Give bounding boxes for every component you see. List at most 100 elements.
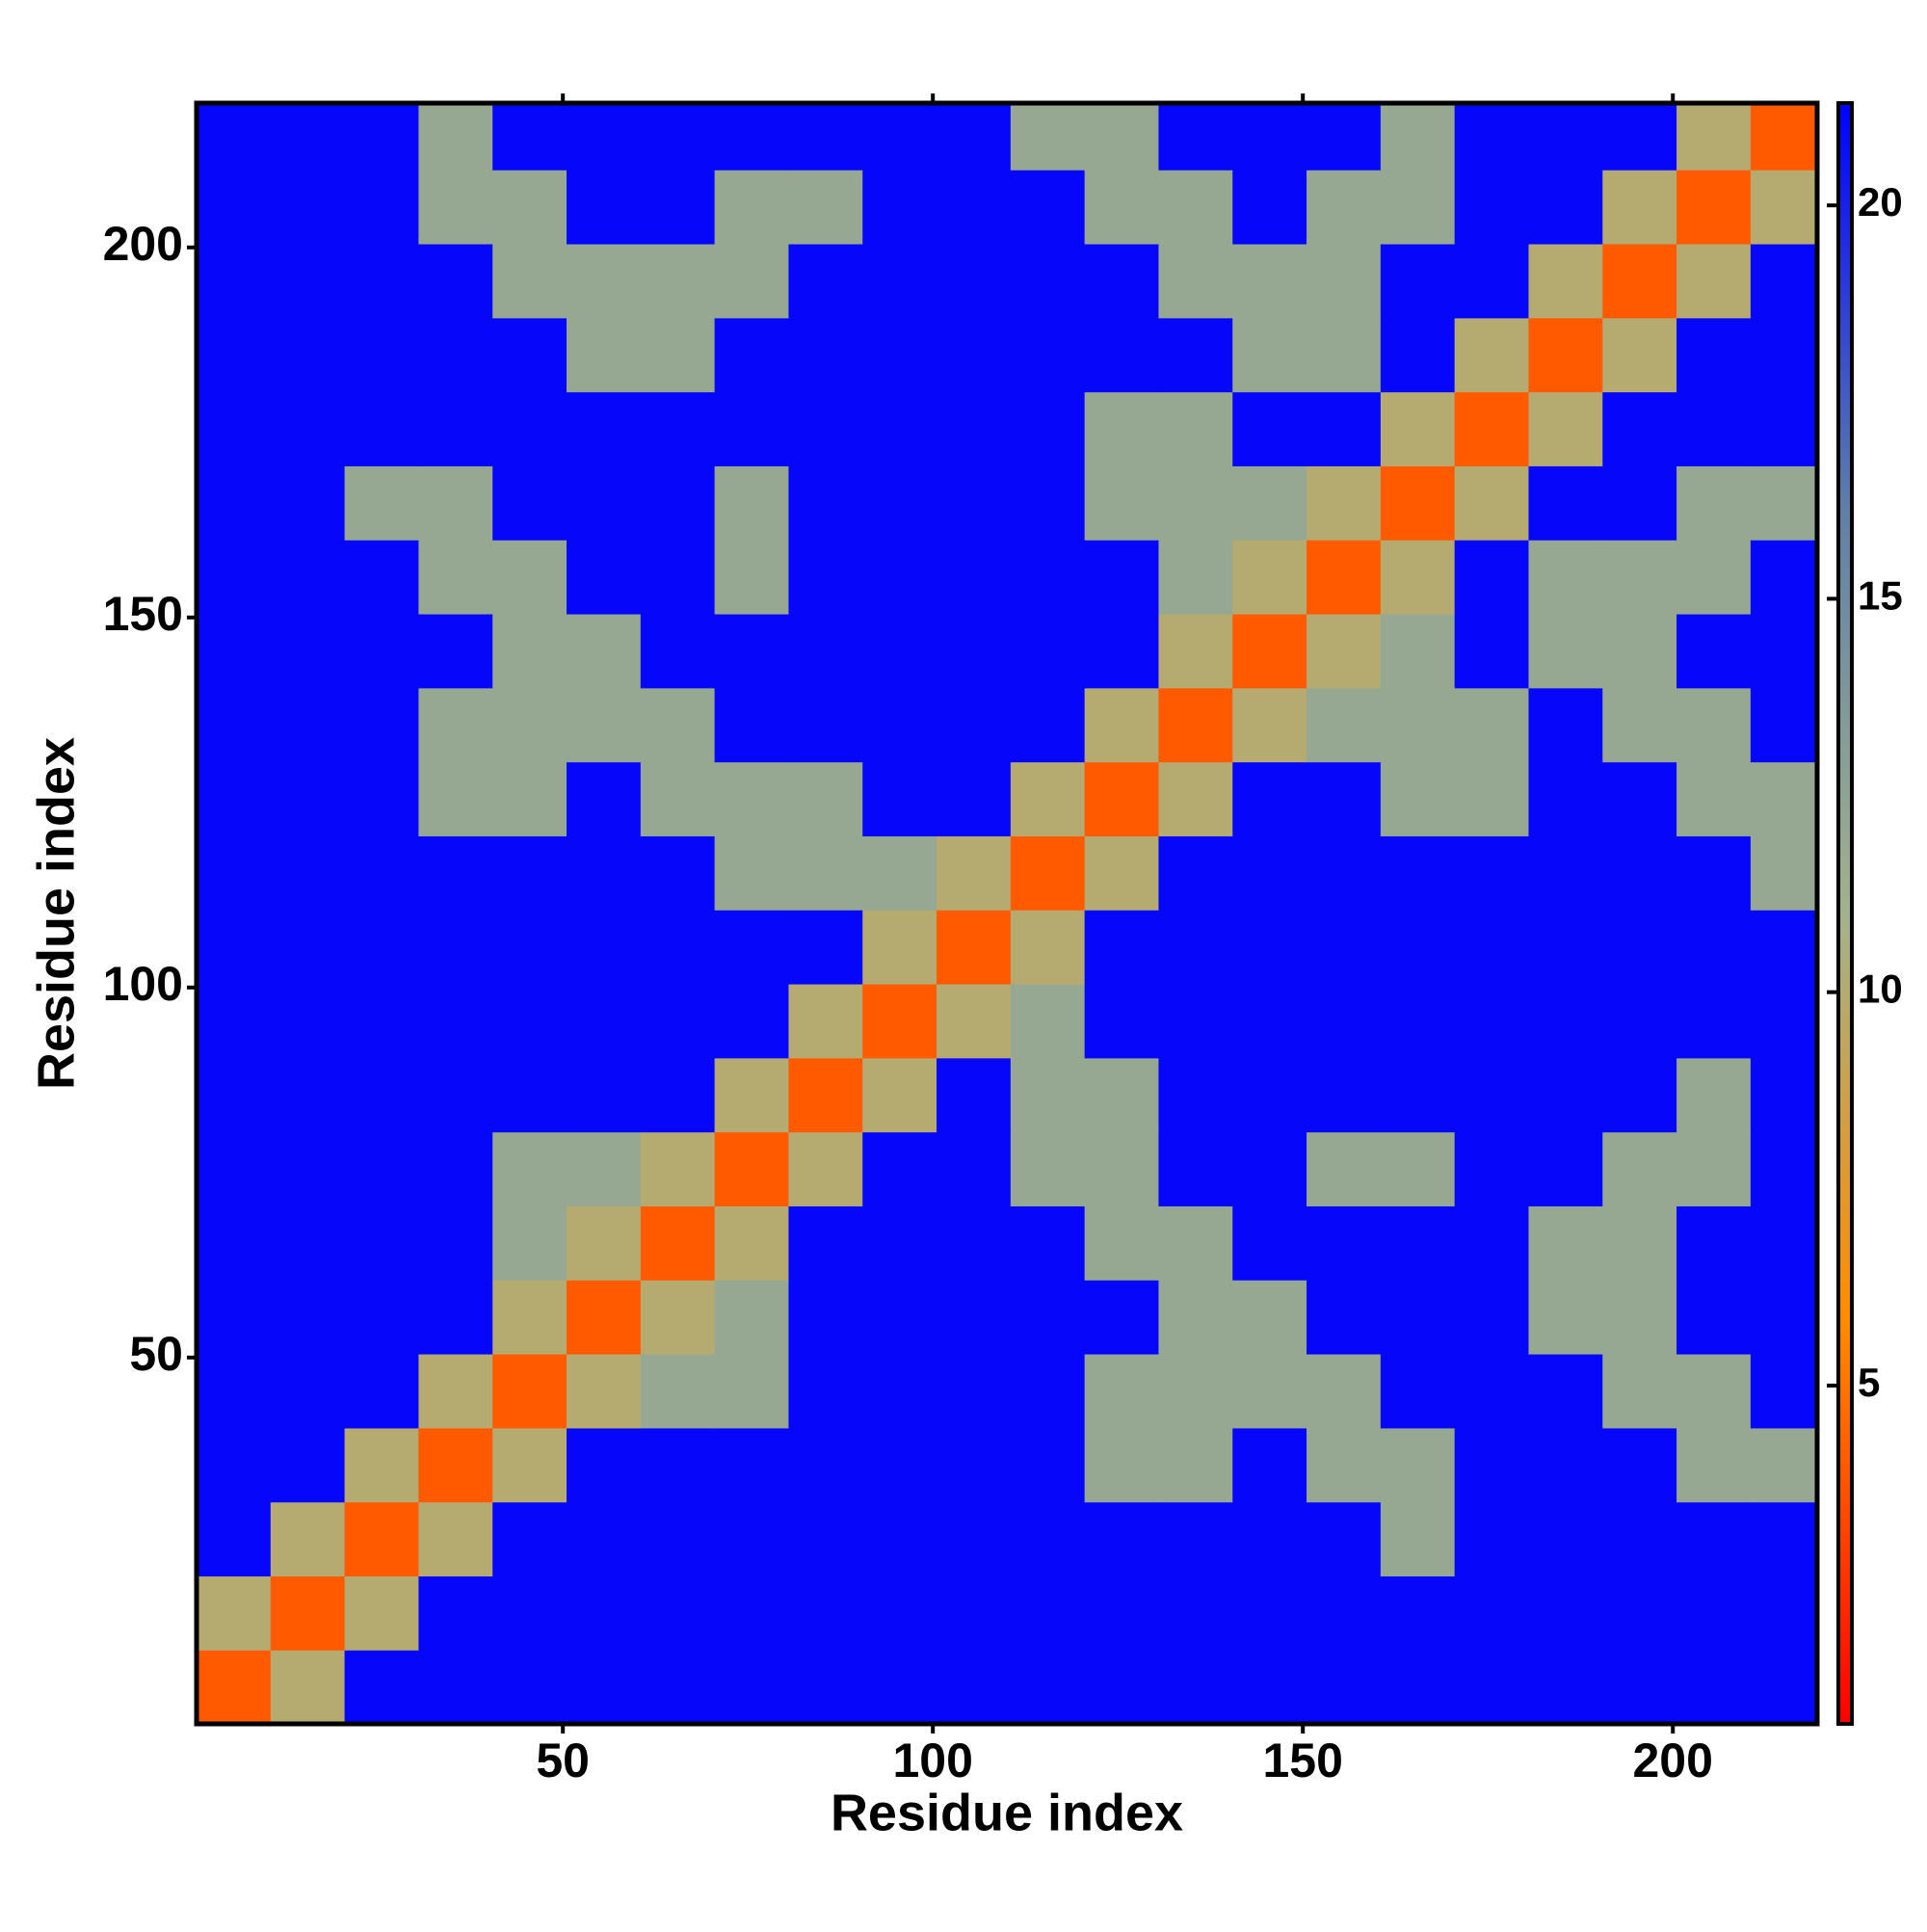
heatmap-cell bbox=[862, 465, 937, 541]
heatmap-cell bbox=[1750, 1427, 1818, 1503]
heatmap-cell bbox=[1380, 613, 1456, 689]
heatmap-cell bbox=[1454, 317, 1530, 393]
heatmap-cell bbox=[1750, 1353, 1818, 1429]
heatmap-cell bbox=[344, 1501, 420, 1576]
heatmap-cell bbox=[1010, 1280, 1086, 1355]
heatmap-cell bbox=[1380, 1057, 1456, 1133]
x-tick-label: 200 bbox=[1633, 1734, 1713, 1787]
heatmap-cell bbox=[788, 1650, 863, 1725]
heatmap-cell bbox=[937, 1650, 1012, 1725]
heatmap-cell bbox=[937, 1205, 1012, 1281]
heatmap-cell bbox=[714, 1057, 790, 1133]
heatmap-cell bbox=[1528, 1057, 1603, 1133]
heatmap-cell bbox=[788, 910, 863, 985]
heatmap-cell bbox=[1602, 1057, 1677, 1133]
heatmap-cell bbox=[862, 983, 937, 1059]
heatmap-cell bbox=[1010, 761, 1086, 836]
heatmap-cell bbox=[714, 835, 790, 911]
heatmap-cell bbox=[344, 1353, 420, 1429]
heatmap-cell bbox=[197, 687, 272, 763]
heatmap-cell bbox=[1232, 1353, 1307, 1429]
heatmap-cell bbox=[788, 1131, 863, 1206]
heatmap-cell bbox=[1084, 613, 1160, 689]
heatmap-cell bbox=[1010, 1650, 1086, 1725]
heatmap-cell bbox=[640, 317, 716, 393]
heatmap-cell bbox=[492, 835, 568, 911]
heatmap-cell bbox=[418, 1280, 493, 1355]
heatmap-cell bbox=[567, 1575, 642, 1651]
heatmap-cell bbox=[640, 1427, 716, 1503]
heatmap-cell bbox=[1602, 317, 1677, 393]
heatmap-cell bbox=[1454, 1057, 1530, 1133]
heatmap-cell bbox=[492, 1205, 568, 1281]
heatmap-cell bbox=[1676, 1353, 1752, 1429]
heatmap-cell bbox=[1750, 1575, 1818, 1651]
heatmap-cell bbox=[862, 1427, 937, 1503]
heatmap-cell bbox=[862, 170, 937, 245]
heatmap-cell bbox=[714, 1575, 790, 1651]
heatmap-cell bbox=[567, 465, 642, 541]
heatmap-cell bbox=[937, 1131, 1012, 1206]
heatmap-cell bbox=[197, 1575, 272, 1651]
heatmap-cell bbox=[1158, 1501, 1233, 1576]
colorbar bbox=[1836, 101, 1854, 1726]
heatmap-cell bbox=[1676, 983, 1752, 1059]
colorbar-tick-label: 15 bbox=[1858, 572, 1903, 618]
heatmap-cell bbox=[788, 317, 863, 393]
heatmap-cell bbox=[1602, 1650, 1677, 1725]
heatmap-cell bbox=[1750, 540, 1818, 615]
heatmap-cell bbox=[270, 1205, 346, 1281]
heatmap-cell bbox=[270, 1427, 346, 1503]
heatmap-cell bbox=[862, 910, 937, 985]
heatmap-cell bbox=[640, 391, 716, 466]
heatmap-cell bbox=[714, 1501, 790, 1576]
heatmap-cell bbox=[937, 1353, 1012, 1429]
heatmap-cell bbox=[1084, 1205, 1160, 1281]
heatmap-cell bbox=[197, 983, 272, 1059]
heatmap-cell bbox=[1307, 391, 1382, 466]
heatmap-cell bbox=[1750, 170, 1818, 245]
heatmap-cell bbox=[937, 391, 1012, 466]
heatmap-cell bbox=[640, 1353, 716, 1429]
heatmap-cell bbox=[1380, 983, 1456, 1059]
heatmap-cell bbox=[937, 687, 1012, 763]
x-tick-label: 50 bbox=[536, 1734, 590, 1787]
heatmap-cell bbox=[492, 1057, 568, 1133]
heatmap-cell bbox=[1307, 1057, 1382, 1133]
heatmap-cell bbox=[492, 910, 568, 985]
heatmap-cell bbox=[1602, 613, 1677, 689]
heatmap-cell bbox=[492, 170, 568, 245]
heatmap-cell bbox=[1602, 1353, 1677, 1429]
heatmap-cell bbox=[1380, 1131, 1456, 1206]
heatmap-cell bbox=[567, 1280, 642, 1355]
heatmap-cell bbox=[197, 1650, 272, 1725]
heatmap-cell bbox=[1084, 103, 1160, 171]
heatmap-cell bbox=[1750, 1280, 1818, 1355]
heatmap-cell bbox=[862, 391, 937, 466]
heatmap-cell bbox=[492, 243, 568, 319]
heatmap-cell bbox=[1454, 687, 1530, 763]
heatmap-cell bbox=[270, 317, 346, 393]
heatmap-cell bbox=[1676, 317, 1752, 393]
heatmap-cell bbox=[197, 1131, 272, 1206]
heatmap-cell bbox=[1010, 391, 1086, 466]
heatmap-cell bbox=[1307, 1131, 1382, 1206]
heatmap-cell bbox=[1380, 243, 1456, 319]
heatmap-cell bbox=[1676, 391, 1752, 466]
heatmap-cell bbox=[1528, 910, 1603, 985]
heatmap-cell bbox=[270, 170, 346, 245]
heatmap-cell bbox=[1676, 1575, 1752, 1651]
heatmap-cell bbox=[1676, 465, 1752, 541]
heatmap-cell bbox=[1676, 170, 1752, 245]
heatmap-cell bbox=[937, 613, 1012, 689]
heatmap-cell bbox=[862, 1501, 937, 1576]
heatmap-cell bbox=[714, 1131, 790, 1206]
heatmap bbox=[197, 103, 1818, 1725]
heatmap-cell bbox=[1084, 243, 1160, 319]
heatmap-cell bbox=[1676, 1650, 1752, 1725]
heatmap-cell bbox=[937, 1427, 1012, 1503]
heatmap-cell bbox=[1602, 465, 1677, 541]
heatmap-cell bbox=[1010, 983, 1086, 1059]
heatmap-cell bbox=[788, 103, 863, 171]
heatmap-cell bbox=[1528, 983, 1603, 1059]
